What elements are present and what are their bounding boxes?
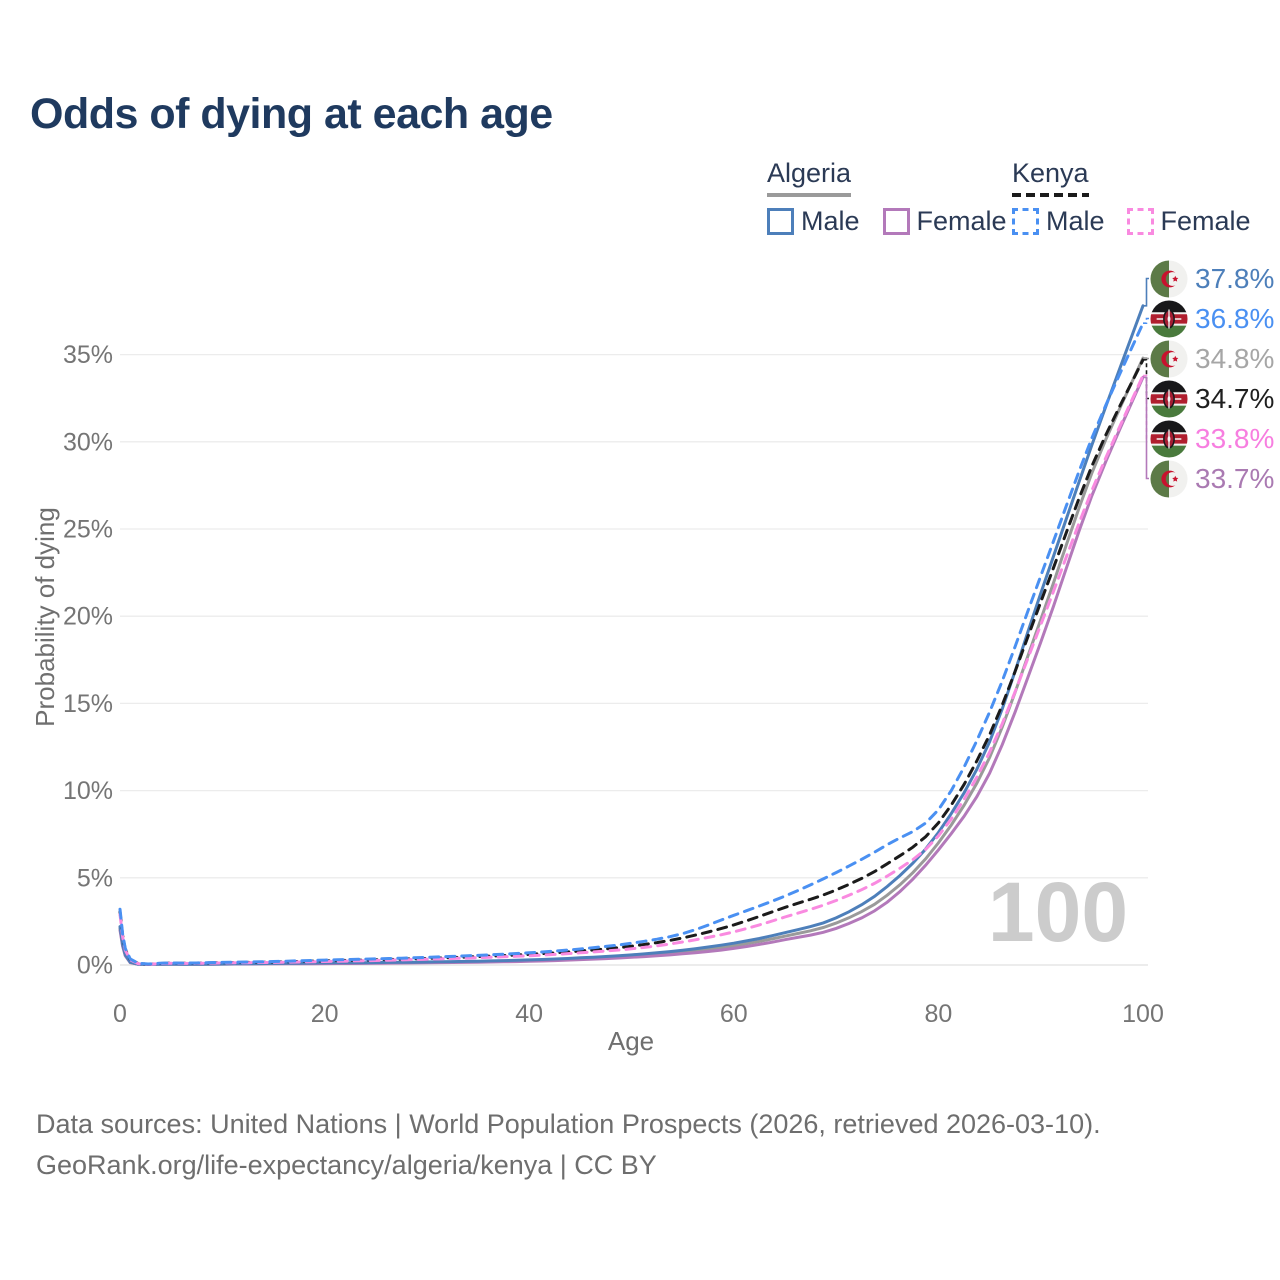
kenya-male-swatch-icon [1012,208,1039,235]
legend-row-kenya: Male Female [1012,206,1251,237]
y-tick-label: 5% [77,864,113,892]
legend-item-kenya-female[interactable]: Female [1126,206,1251,237]
end-label-value: 34.8% [1195,342,1275,374]
algeria-flag-icon [1150,459,1188,498]
kenya-female-swatch-icon [1126,208,1154,235]
legend-country-label: Kenya [1012,158,1089,188]
legend-item-algeria-female[interactable]: Female [882,206,1007,237]
legend-row-algeria: Male Female [767,206,1007,237]
end-label-connector [1143,317,1149,324]
kenya-line-style-key [1012,193,1089,197]
age-watermark: 100 [988,865,1128,959]
y-tick-label: 0% [77,952,113,980]
legend-country-algeria[interactable]: Algeria [767,158,852,197]
y-axis-title: Probability of dying [30,507,60,727]
footer-line-2: GeoRank.org/life-expectancy/algeria/keny… [36,1150,657,1180]
end-label-connector [1143,277,1149,307]
y-tick-label: 15% [63,690,113,718]
legend-item-label: Male [1046,206,1105,236]
x-tick-label: 80 [924,1000,952,1028]
algeria-female-swatch-icon [882,208,910,235]
legend-item-label: Female [916,206,1007,236]
legend-country-kenya[interactable]: Kenya [1012,158,1089,197]
end-label-connector [1143,376,1149,480]
x-axis-title: Age [607,1026,655,1056]
y-tick-label: 10% [63,777,113,805]
x-tick-label: 60 [720,1000,748,1028]
kenya-flag-icon [1150,419,1188,458]
legend-item-label: Male [801,206,860,236]
end-label-value: 33.7% [1195,462,1275,494]
x-tick-label: 0 [113,1000,127,1028]
y-tick-label: 20% [63,603,113,631]
legend-item-algeria-male[interactable]: Male [767,206,860,237]
end-label-kenya-female: 33.8% [1150,419,1274,458]
x-tick-label: 100 [1122,1000,1164,1028]
kenya-flag-icon [1150,299,1188,338]
end-label-algeria-female: 33.7% [1150,459,1274,498]
x-tick-label: 40 [515,1000,543,1028]
algeria-male-swatch-icon [767,208,794,235]
algeria-flag-icon [1150,339,1188,378]
data-sources-footer: Data sources: United Nations | World Pop… [36,1104,1101,1186]
end-label-value: 33.8% [1195,422,1275,454]
end-label-value: 37.8% [1195,262,1275,294]
algeria-line-style-key [767,193,852,197]
x-tick-label: 20 [311,1000,339,1028]
end-label-kenya-male: 36.8% [1150,299,1274,338]
legend-item-label: Female [1160,206,1251,236]
algeria-flag-icon [1150,259,1188,298]
legend-item-kenya-male[interactable]: Male [1012,206,1105,237]
legend-country-label: Algeria [767,158,852,188]
page-title: Odds of dying at each age [30,90,553,138]
end-label-value: 34.7% [1195,382,1275,414]
end-label-algeria-total: 34.8% [1150,339,1274,378]
series-kenya_male [118,321,1145,966]
y-tick-label: 25% [63,516,113,544]
y-tick-label: 35% [63,341,113,369]
legend-group-kenya: Kenya Male Female [1012,158,1251,237]
end-label-value: 36.8% [1195,302,1275,334]
footer-line-1: Data sources: United Nations | World Pop… [36,1109,1101,1139]
y-tick-label: 30% [63,428,113,456]
end-label-algeria-male: 37.8% [1150,259,1274,298]
legend-group-algeria: Algeria Male Female [767,158,1007,237]
kenya-flag-icon [1150,379,1188,418]
end-label-kenya-total: 34.7% [1150,379,1274,418]
